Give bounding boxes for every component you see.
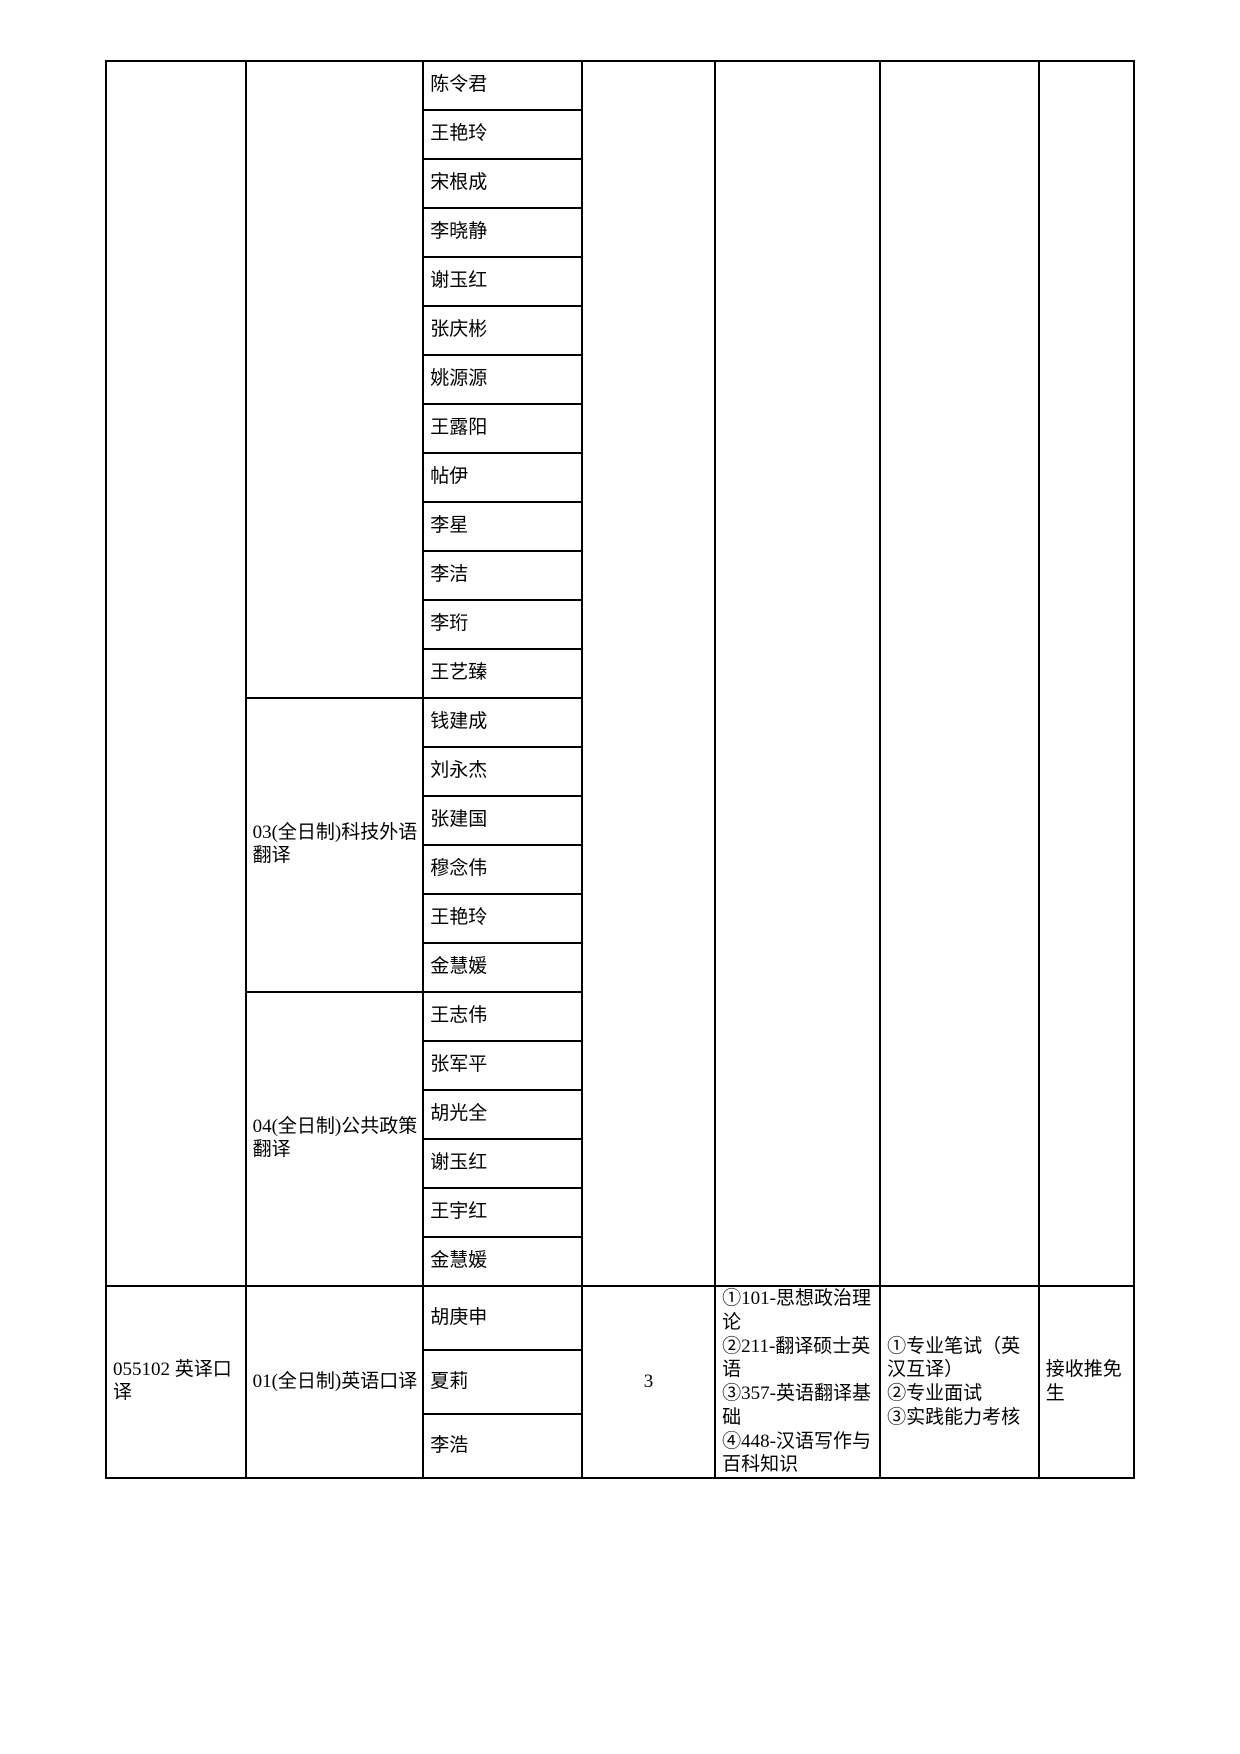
advisor-name: 张军平 xyxy=(423,1041,582,1090)
direction-cell-04: 04(全日制)公共政策翻译 xyxy=(246,992,424,1286)
advisor-name: 张建国 xyxy=(423,796,582,845)
advisor-name: 钱建成 xyxy=(423,698,582,747)
advisor-name: 胡光全 xyxy=(423,1090,582,1139)
advisor-name: 王露阳 xyxy=(423,404,582,453)
direction-cell-continued xyxy=(246,61,424,698)
retest-cell: ①专业笔试（英汉互译）②专业面试③实践能力考核 xyxy=(880,1286,1039,1478)
major-cell-continued xyxy=(106,61,246,1286)
advisor-name: 李晓静 xyxy=(423,208,582,257)
advisor-name: 金慧媛 xyxy=(423,943,582,992)
advisor-name: 夏莉 xyxy=(423,1350,582,1414)
direction-cell-01-oral: 01(全日制)英语口译 xyxy=(246,1286,424,1478)
advisor-name: 帖伊 xyxy=(423,453,582,502)
advisor-name: 李珩 xyxy=(423,600,582,649)
advisor-name: 金慧媛 xyxy=(423,1237,582,1286)
note-cell: 接收推免生 xyxy=(1039,1286,1134,1478)
advisor-name: 陈令君 xyxy=(423,61,582,110)
direction-cell-03: 03(全日制)科技外语翻译 xyxy=(246,698,424,992)
advisor-name: 王艳玲 xyxy=(423,110,582,159)
advisor-name: 李浩 xyxy=(423,1414,582,1478)
advisor-name: 刘永杰 xyxy=(423,747,582,796)
major-cell-055102: 055102 英译口译 xyxy=(106,1286,246,1478)
advisor-name: 王艺臻 xyxy=(423,649,582,698)
advisor-name: 王艳玲 xyxy=(423,894,582,943)
advisor-name: 胡庚申 xyxy=(423,1286,582,1350)
advisor-name: 谢玉红 xyxy=(423,1139,582,1188)
advisor-name: 王志伟 xyxy=(423,992,582,1041)
advisor-name: 王宇红 xyxy=(423,1188,582,1237)
advisor-name: 李洁 xyxy=(423,551,582,600)
note-cell-continued xyxy=(1039,61,1134,1286)
subjects-cell: ①101-思想政治理论②211-翻译硕士英语③357-英语翻译基础④448-汉语… xyxy=(715,1286,880,1478)
advisor-name: 李星 xyxy=(423,502,582,551)
advisor-name: 穆念伟 xyxy=(423,845,582,894)
quota-cell: 3 xyxy=(582,1286,715,1478)
advisor-name: 宋根成 xyxy=(423,159,582,208)
advisor-name: 张庆彬 xyxy=(423,306,582,355)
advisor-name: 姚源源 xyxy=(423,355,582,404)
retest-cell-continued xyxy=(880,61,1039,1286)
admissions-table: 陈令君王艳玲宋根成李晓静谢玉红张庆彬姚源源王露阳帖伊李星李洁李珩王艺臻03(全日… xyxy=(105,60,1135,1479)
quota-cell-continued xyxy=(582,61,715,1286)
subjects-cell-continued xyxy=(715,61,880,1286)
advisor-name: 谢玉红 xyxy=(423,257,582,306)
